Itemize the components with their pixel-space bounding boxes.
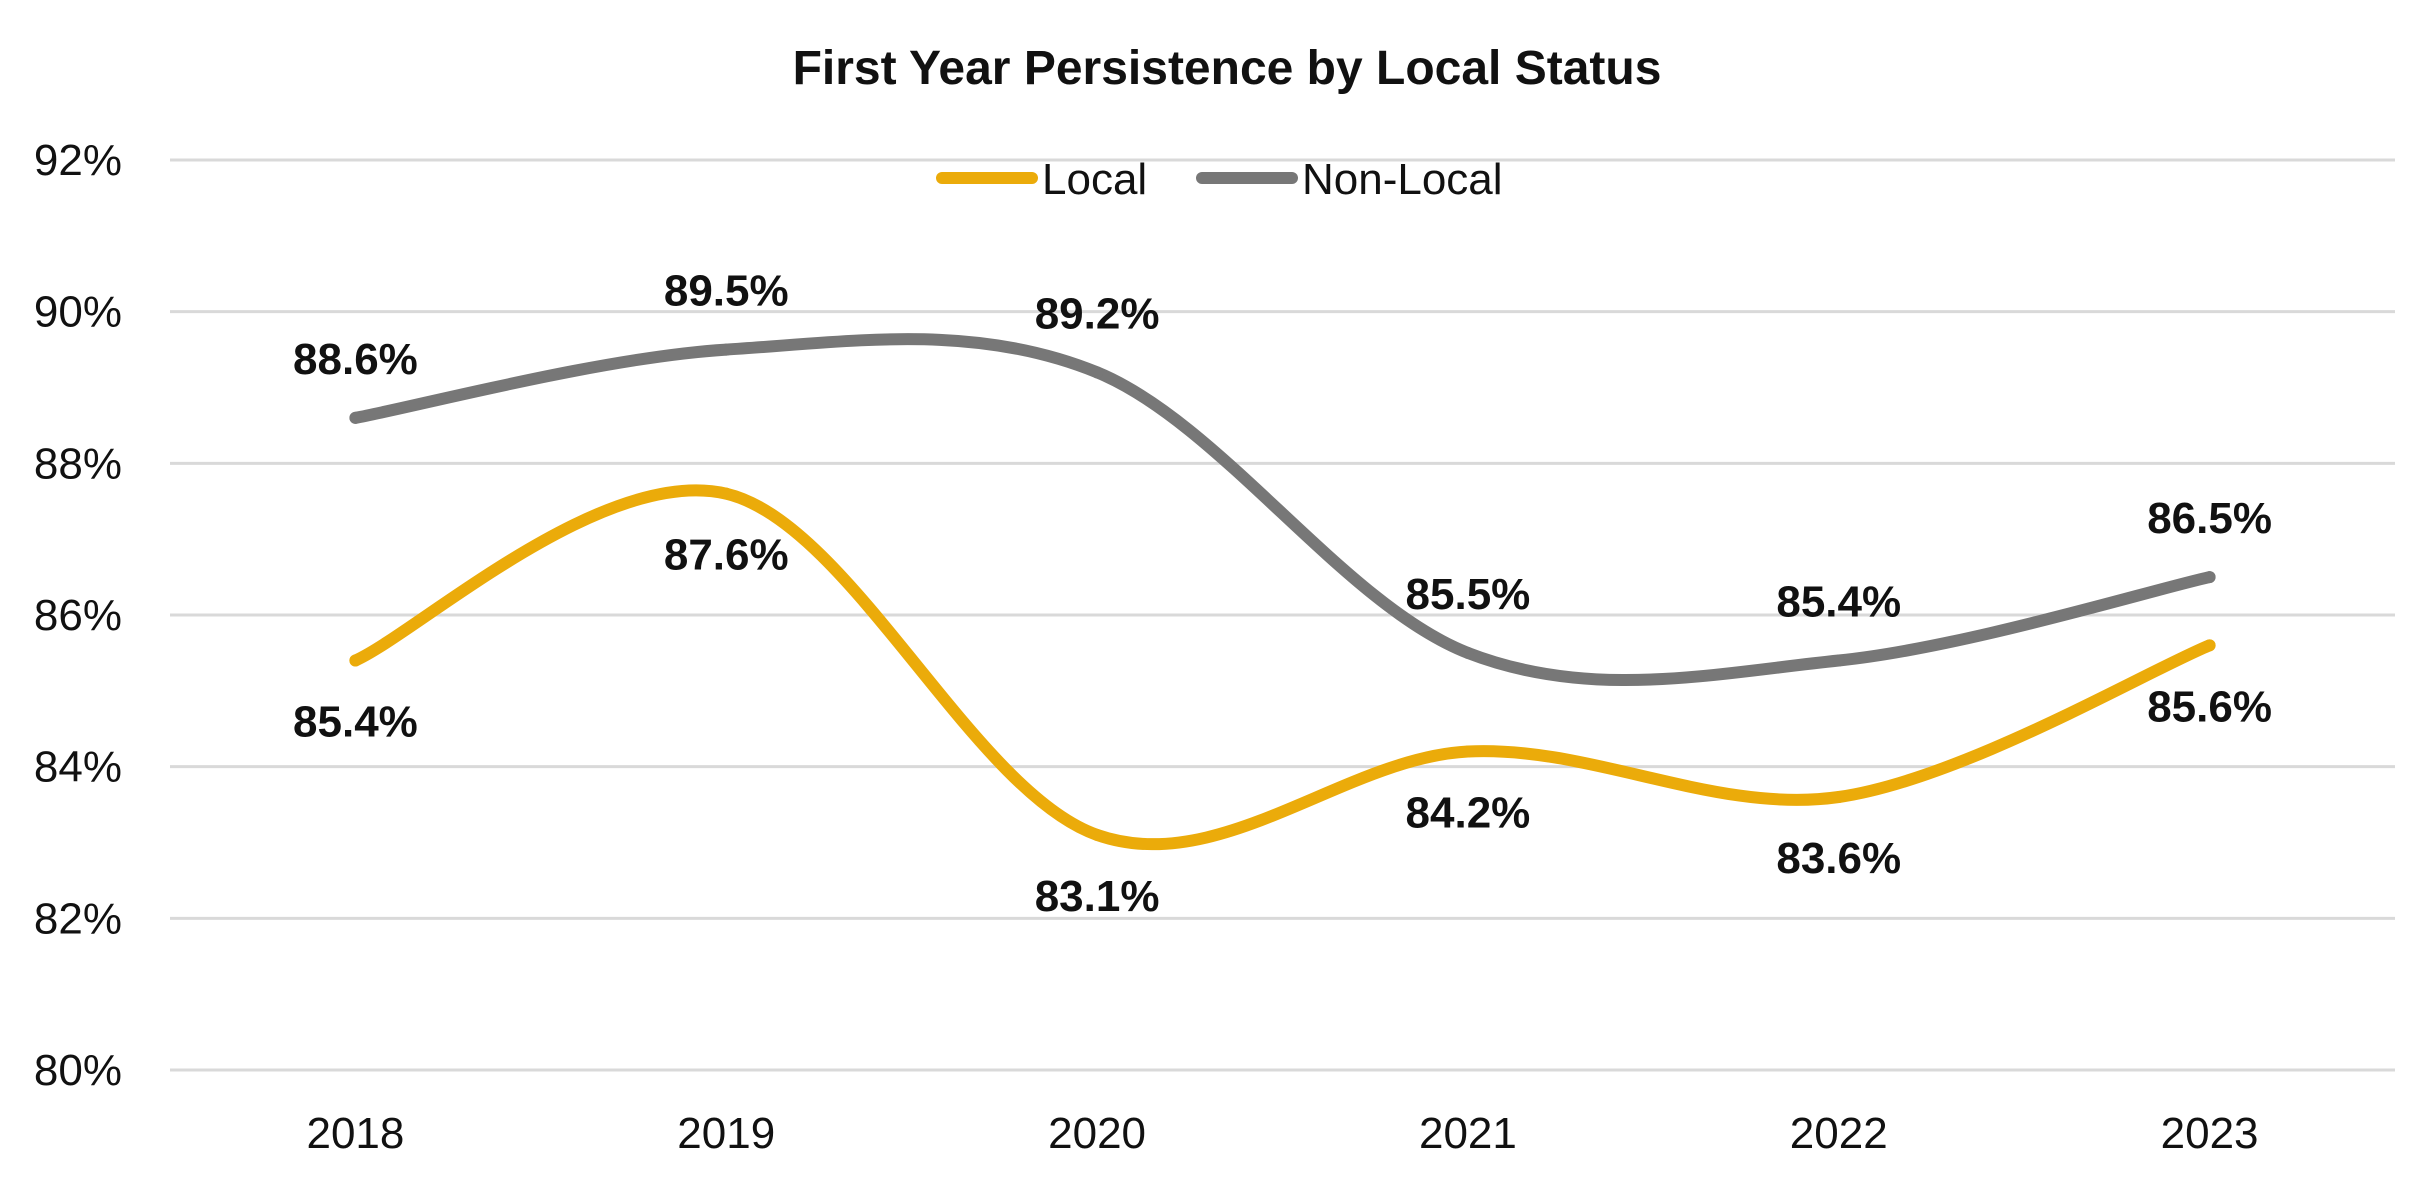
y-tick-label: 82% bbox=[34, 894, 122, 943]
data-point-non-local bbox=[720, 343, 733, 356]
chart-title: First Year Persistence by Local Status bbox=[793, 42, 1662, 95]
y-tick-label: 90% bbox=[34, 288, 122, 337]
data-label-local: 87.6% bbox=[664, 531, 789, 580]
y-tick-label: 80% bbox=[34, 1046, 122, 1095]
data-point-local bbox=[349, 654, 362, 667]
gridlines bbox=[170, 158, 2395, 1072]
y-tick-label: 84% bbox=[34, 743, 122, 792]
x-tick-label: 2023 bbox=[2161, 1109, 2259, 1158]
x-axis-ticks: 2018 2019 2020 2021 2022 2023 bbox=[306, 1109, 2258, 1158]
series-line-non-local bbox=[349, 333, 2216, 686]
legend-label-non-local: Non-Local bbox=[1302, 155, 1503, 204]
data-point-local bbox=[1832, 791, 1845, 803]
data-point-non-local bbox=[1461, 646, 1474, 659]
x-tick-label: 2021 bbox=[1419, 1109, 1517, 1158]
data-point-non-local bbox=[1091, 366, 1104, 379]
series-line-local bbox=[349, 484, 2216, 851]
data-point-non-local bbox=[2203, 571, 2216, 584]
y-tick-label: 92% bbox=[34, 136, 122, 185]
y-tick-label: 88% bbox=[34, 439, 122, 488]
data-point-local bbox=[2203, 639, 2216, 652]
series-lines bbox=[349, 333, 2216, 851]
data-label-non-local: 86.5% bbox=[2147, 494, 2272, 543]
data-label-local: 85.4% bbox=[293, 698, 418, 747]
legend-label-local: Local bbox=[1042, 155, 1147, 204]
data-label-non-local: 88.6% bbox=[293, 335, 418, 384]
data-point-local bbox=[720, 487, 733, 500]
data-label-local: 83.6% bbox=[1776, 834, 1901, 883]
x-tick-label: 2018 bbox=[306, 1109, 404, 1158]
data-label-local: 85.6% bbox=[2147, 682, 2272, 731]
y-tick-label: 86% bbox=[34, 591, 122, 640]
data-label-local: 84.2% bbox=[1406, 789, 1531, 838]
x-tick-label: 2019 bbox=[677, 1109, 775, 1158]
data-label-non-local: 85.5% bbox=[1406, 570, 1531, 619]
data-label-non-local: 85.4% bbox=[1776, 578, 1901, 627]
data-point-non-local bbox=[349, 411, 362, 424]
data-label-local: 83.1% bbox=[1035, 872, 1160, 921]
y-axis-ticks: 80% 82% 84% 86% 88% 90% 92% bbox=[34, 136, 122, 1095]
data-point-local bbox=[1091, 828, 1104, 841]
data-point-local bbox=[1461, 745, 1474, 758]
data-point-non-local bbox=[1832, 654, 1845, 667]
x-tick-label: 2020 bbox=[1048, 1109, 1146, 1158]
data-label-non-local: 89.2% bbox=[1035, 289, 1160, 338]
data-label-non-local: 89.5% bbox=[664, 267, 789, 316]
x-tick-label: 2022 bbox=[1790, 1109, 1888, 1158]
data-labels: 85.4% 87.6% 83.1% 84.2% 83.6% 85.6% 88.6% 89.5%… bbox=[293, 267, 2272, 921]
legend: Local Non-Local bbox=[936, 155, 1503, 204]
